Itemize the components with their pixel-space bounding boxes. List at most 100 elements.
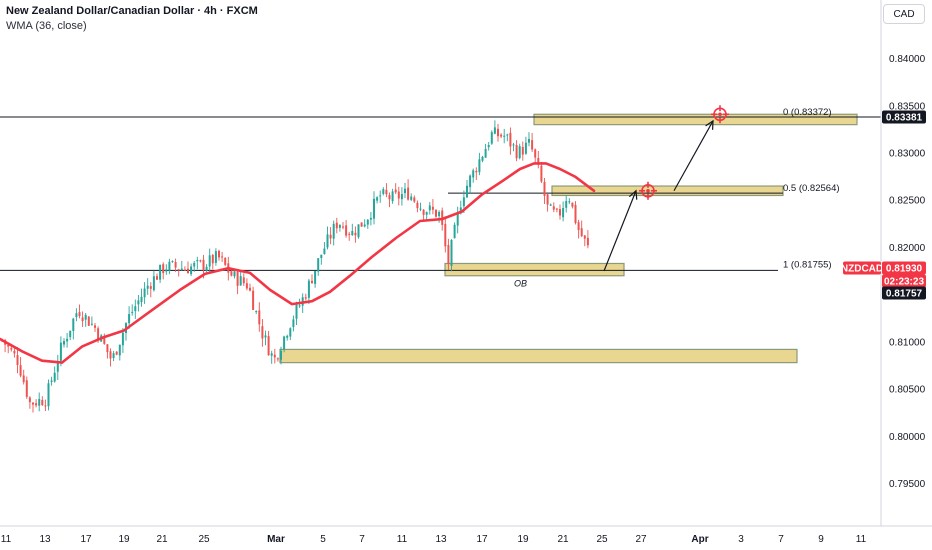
candle-body [283,336,286,350]
arrowhead [705,119,714,130]
candle-body [128,313,131,324]
candle-body [75,313,78,318]
candle-body [35,403,38,406]
candle-body [168,261,171,271]
time-tick-label: 25 [596,534,608,545]
target-crosshair-icon [639,181,657,200]
time-tick-label: Apr [691,534,708,545]
fib-label: 1 (0.81755) [783,260,832,271]
price-tick-label: 0.83500 [889,101,926,112]
candle-body [94,325,96,328]
time-tick-label: 11 [1,534,12,545]
price-tick-label: 0.83000 [889,148,926,159]
indicator-legend[interactable]: WMA (36, close) [6,20,87,32]
time-tick-label: 7 [359,534,365,545]
candle-body [574,204,577,224]
candle-body [28,397,31,403]
candle-body [233,271,236,277]
candle-body [487,145,490,148]
last-price-tag-bg [882,261,926,275]
candle-body [580,228,583,237]
candle-body [338,224,341,228]
time-axis[interactable]: 11 13 17 19 21 25 Mar 5 7 11 13 17 19 21 25 27 Apr 3 7 9 11 [1,534,867,545]
fib-label: 0 (0.83372) [783,107,832,118]
candle-body [559,209,561,216]
candle-body [391,191,394,202]
candle-body [472,170,475,178]
crosshair-dot [646,188,650,193]
candle-body [177,269,180,271]
candle-body [490,132,493,144]
level-price-tag: 0.83381 [886,113,923,124]
price-tick-label: 0.80500 [889,385,926,396]
mid-zone [551,185,784,197]
candle-body [459,207,462,214]
candle-body [509,132,512,147]
fib-label: 0.5 (0.82564) [783,183,840,194]
candle-body [413,197,416,202]
candle-body [236,271,239,286]
price-tick-label: 0.79500 [889,479,926,490]
candle-body [407,187,410,200]
candle-body [540,165,543,182]
plot-area[interactable] [0,0,881,526]
candle-body [583,235,586,239]
candle-body [404,188,406,194]
candle-body [41,400,44,406]
candle-body [162,264,165,274]
time-tick-label: 11 [856,534,867,545]
candle-body [298,305,301,307]
time-tick-label: Mar [267,534,285,545]
candle-body [425,212,428,215]
candle-body [466,185,468,198]
time-tick-label: 19 [517,534,529,545]
candle-body [273,354,276,358]
candle-body [218,250,220,258]
candle-body [376,197,379,201]
price-tick-label: 0.81000 [889,337,926,348]
path-arrow [603,190,637,272]
fib-layer: 0 (0.83372) 0.5 (0.82564) 1 (0.81755) OB [514,107,840,289]
candle-body [59,342,62,361]
candle-body [332,223,335,239]
candle-body [428,205,431,211]
candle-body [115,351,118,355]
candle-body [565,200,568,208]
candle-body [416,202,419,209]
candle-body [286,335,289,338]
candle-body [555,208,558,210]
candle-body [187,268,189,274]
candle-body [366,219,369,225]
price-axis[interactable]: 0.845000.840000.835000.830000.825000.820… [889,7,926,490]
candle-body [44,405,47,407]
candle-body [205,266,208,271]
candle-body [369,217,372,220]
candle-body [469,175,472,188]
candle-body [382,189,385,194]
currency-button[interactable]: CAD [883,4,925,24]
candle-body [456,212,459,226]
candle-body [497,128,499,137]
candle-body [53,372,56,382]
candle-body [131,311,134,313]
candle-body [515,145,518,159]
candle-body [221,256,224,258]
candle-body [214,251,217,263]
time-tick-label: 19 [118,534,130,545]
last-price-tag: 0.81930 [886,264,923,275]
candle-body [143,288,146,298]
candle-body [462,197,465,207]
candle-body [171,261,174,263]
candle-body [351,230,354,236]
symbol-tag-bg [843,261,881,275]
candle-body [304,297,307,299]
candle-body [211,255,214,264]
time-tick-label: 21 [557,534,569,545]
candle-body [543,181,546,196]
candle-body [475,170,478,173]
candle-body [503,135,506,137]
candle-body [276,358,279,360]
wma-layer [0,162,596,364]
candle-body [348,233,351,235]
